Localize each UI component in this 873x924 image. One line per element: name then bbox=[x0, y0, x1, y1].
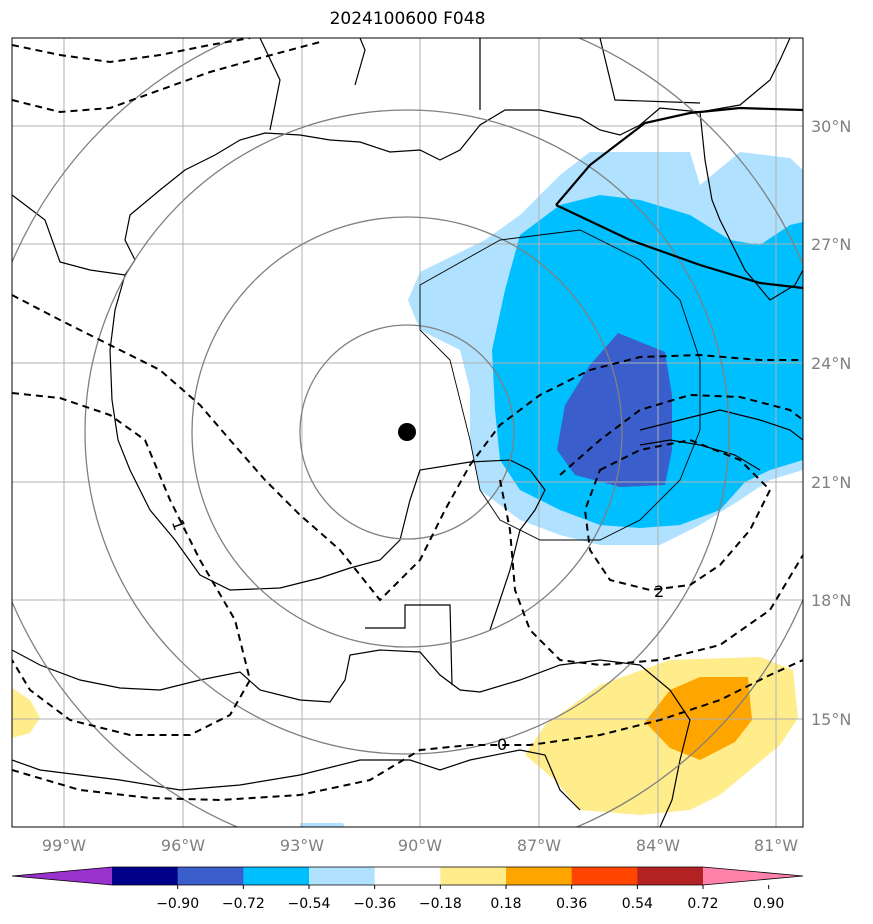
contour-label-2: 2 bbox=[654, 582, 664, 601]
range-rings bbox=[12, 38, 803, 827]
lat-label: 15°N bbox=[811, 710, 851, 729]
colorbar: −0.90 −0.72 −0.54 −0.36 −0.18 0.18 0.36 0.54 0.7… bbox=[11, 866, 804, 912]
us-gulf-coast bbox=[12, 38, 791, 276]
us-state-border-4 bbox=[259, 38, 281, 131]
colorbar-segment bbox=[374, 867, 441, 885]
colorbar-tick-label: −0.36 bbox=[353, 896, 396, 912]
lat-label: 30°N bbox=[811, 117, 851, 136]
colorbar-segment bbox=[112, 867, 179, 885]
lat-label: 27°N bbox=[811, 235, 851, 254]
light-yellow-west-edge bbox=[12, 688, 40, 738]
lat-label: 21°N bbox=[811, 473, 851, 492]
colorbar-tick-label: 0.72 bbox=[687, 896, 718, 912]
texas-mexico-coast bbox=[109, 274, 546, 631]
map-area: 1 2 0 bbox=[12, 38, 803, 827]
outlined-region bbox=[555, 106, 803, 290]
colorbar-segment bbox=[571, 867, 638, 885]
colorbar-tick-label: −0.18 bbox=[419, 896, 462, 912]
yucatan-cuba bbox=[639, 409, 803, 441]
light-blue-bottom-patch bbox=[300, 823, 345, 827]
map-title: 2024100600 F048 bbox=[329, 9, 486, 29]
lon-label: 93°W bbox=[280, 836, 324, 855]
contour-label-0: 0 bbox=[497, 735, 507, 754]
shaded-anomaly-fields bbox=[12, 152, 803, 827]
colorbar-segment bbox=[309, 867, 376, 885]
lon-label: 90°W bbox=[398, 836, 442, 855]
belize-guatemala-border bbox=[365, 604, 453, 686]
colorbar-outline bbox=[11, 866, 804, 886]
map-frame bbox=[11, 37, 804, 828]
colorbar-segment bbox=[177, 867, 244, 885]
central-america-pacific bbox=[12, 749, 581, 811]
colorbar-tick-label: 0.18 bbox=[490, 896, 521, 912]
lat-label: 24°N bbox=[811, 354, 851, 373]
colorbar-tick-label: 0.90 bbox=[753, 896, 784, 912]
us-state-border-3 bbox=[599, 38, 701, 104]
cuba-south bbox=[639, 439, 761, 471]
gridlines bbox=[12, 38, 803, 827]
lon-label: 96°W bbox=[161, 836, 205, 855]
colorbar-segment bbox=[243, 867, 310, 885]
longitude-labels: 99°W 96°W 93°W 90°W 87°W 84°W 81°W bbox=[42, 836, 798, 855]
colorbar-extend-high bbox=[703, 867, 803, 885]
lon-label: 84°W bbox=[636, 836, 680, 855]
colorbar-tick-label: −0.90 bbox=[156, 896, 199, 912]
coastlines bbox=[12, 38, 803, 827]
dashed-contours bbox=[12, 38, 803, 802]
latitude-labels: 30°N 27°N 24°N 21°N 18°N 15°N bbox=[811, 117, 851, 729]
colorbar-tick-label: −0.54 bbox=[288, 896, 331, 912]
central-america-coast bbox=[12, 649, 691, 827]
lon-label: 87°W bbox=[517, 836, 561, 855]
colorbar-extend-low bbox=[12, 867, 112, 885]
colorbar-tick-label: 0.36 bbox=[556, 896, 587, 912]
colorbar-segment bbox=[440, 867, 507, 885]
lat-label: 18°N bbox=[811, 591, 851, 610]
colorbar-tick-label: 0.54 bbox=[622, 896, 653, 912]
colorbar-segment bbox=[506, 867, 573, 885]
lon-label: 81°W bbox=[754, 836, 798, 855]
colorbar-segment bbox=[637, 867, 704, 885]
florida-peninsula bbox=[699, 111, 803, 301]
lon-label: 99°W bbox=[42, 836, 86, 855]
thin-contour-ring bbox=[419, 229, 701, 541]
storm-center-marker bbox=[398, 423, 416, 441]
us-state-border bbox=[354, 38, 366, 86]
colorbar-tick-label: −0.72 bbox=[222, 896, 265, 912]
